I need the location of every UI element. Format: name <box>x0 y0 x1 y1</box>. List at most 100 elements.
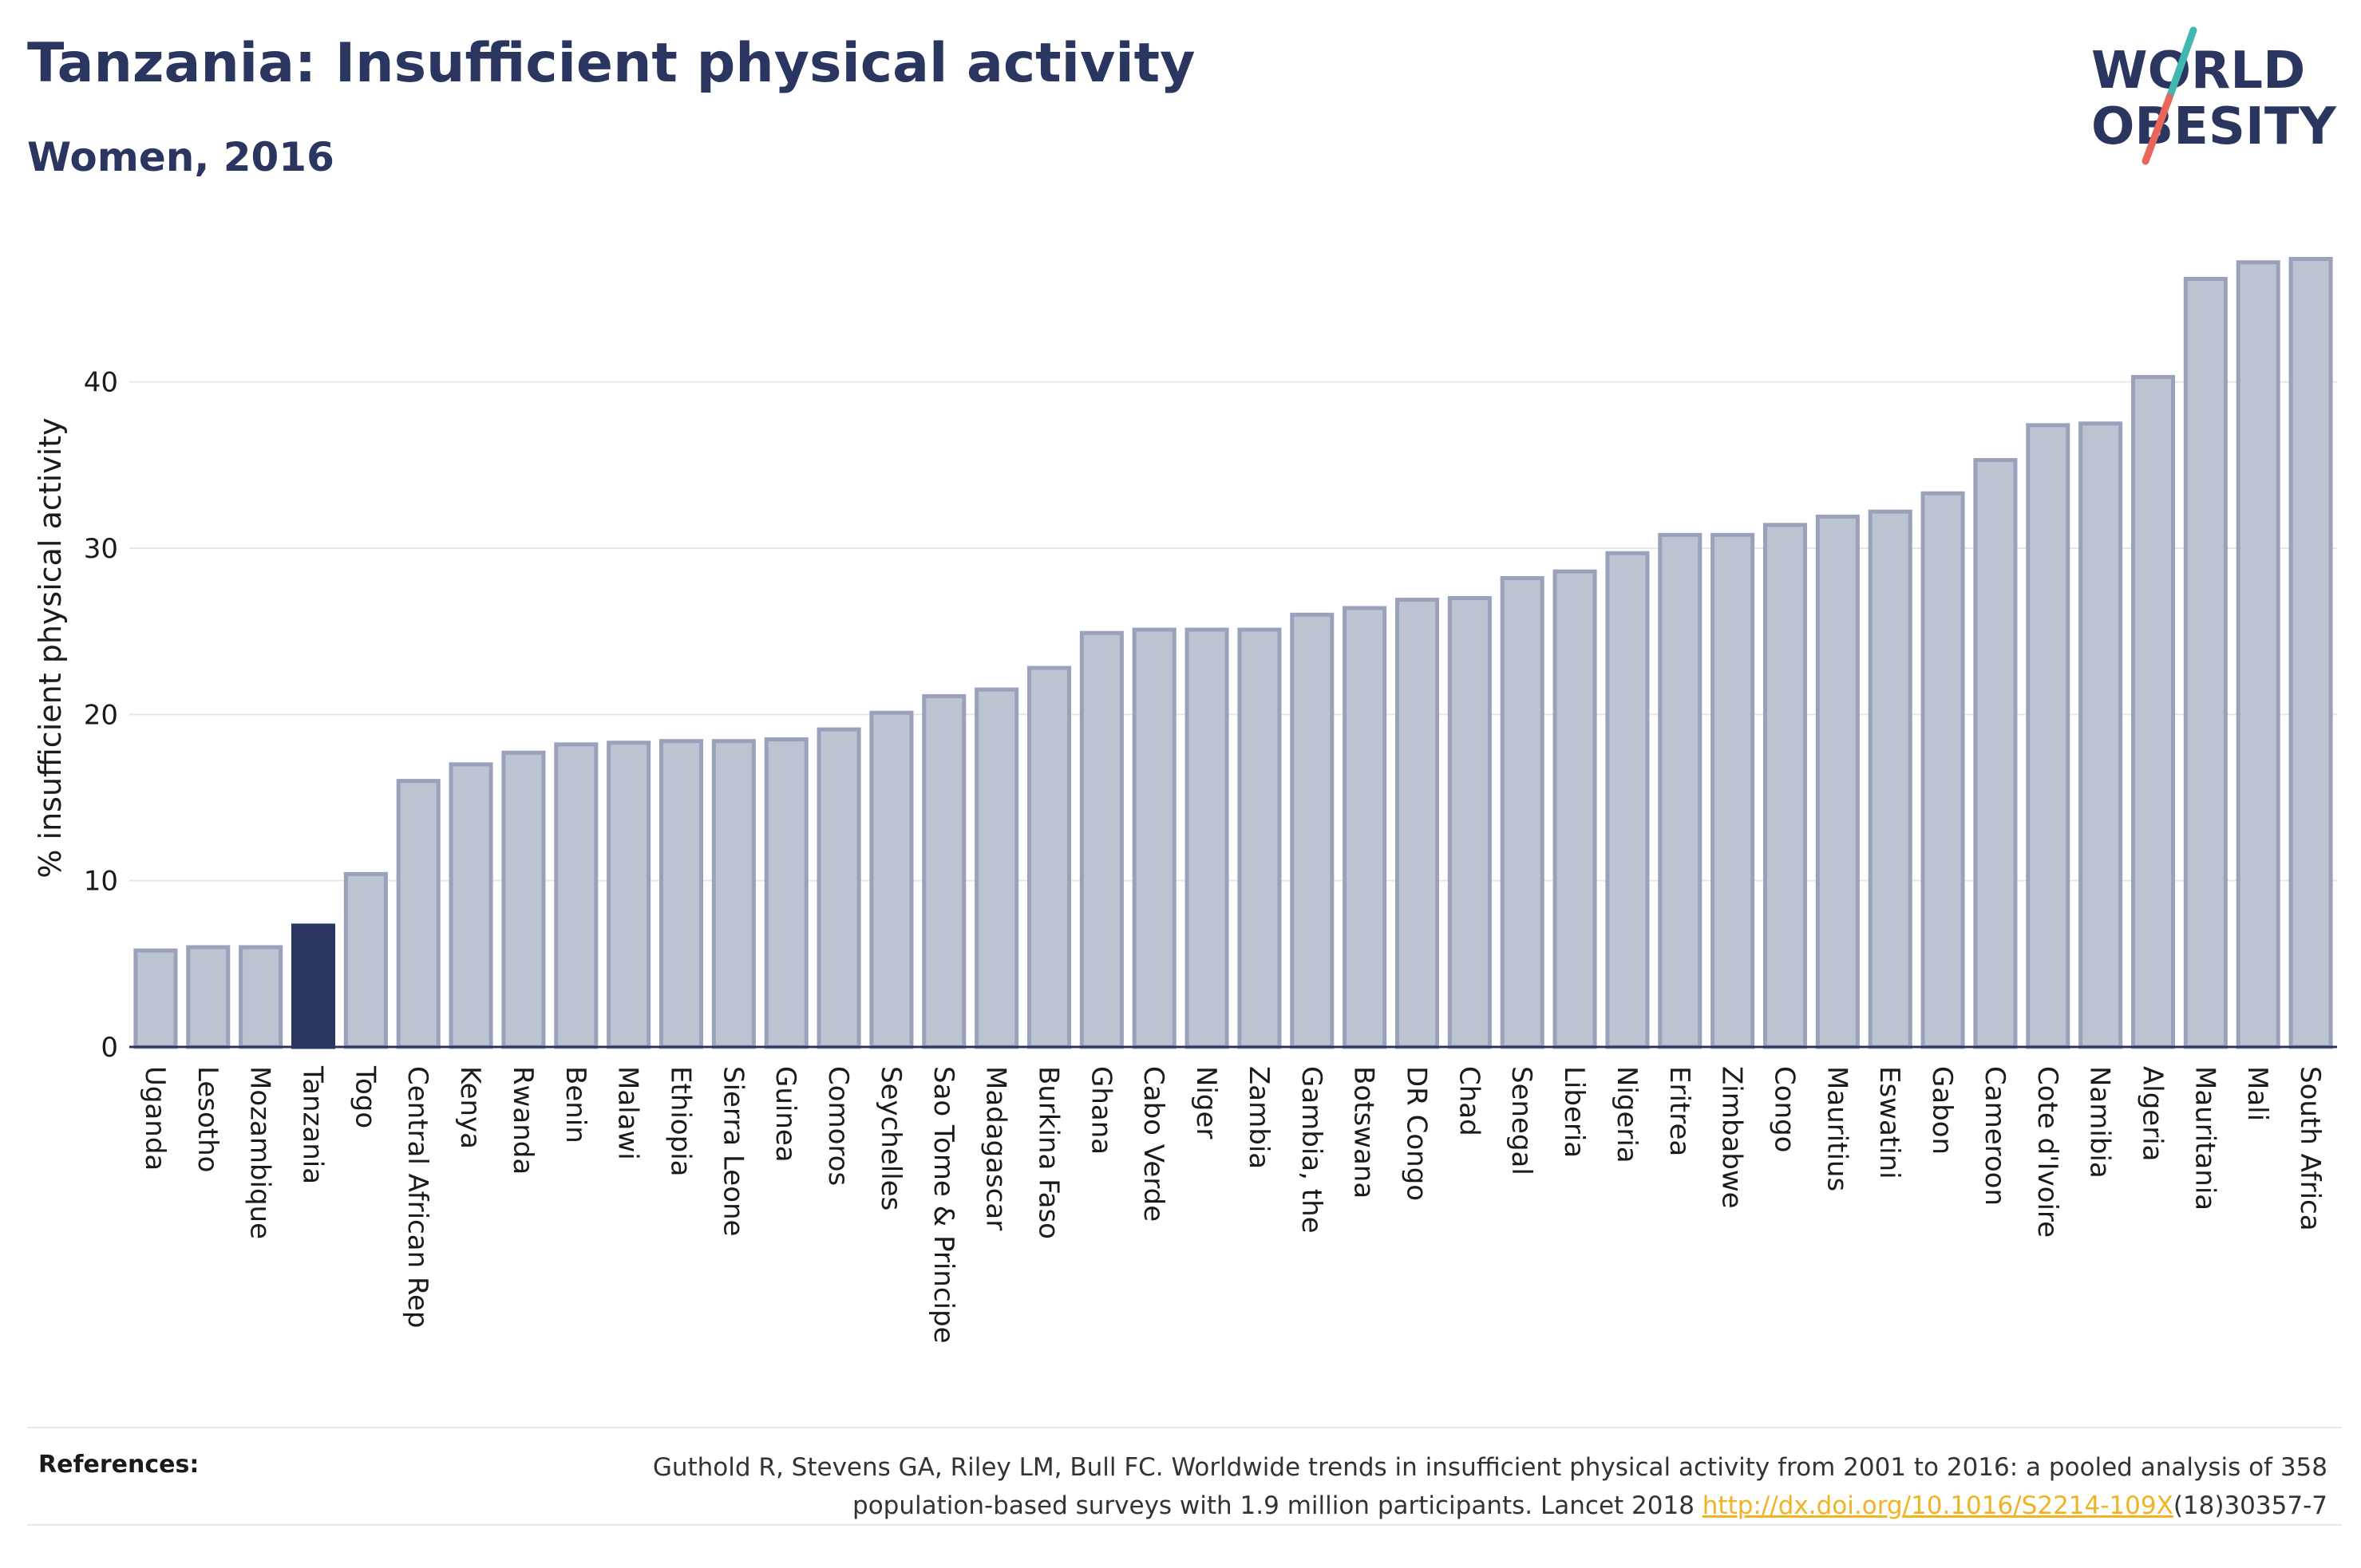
bar-togo <box>343 871 388 1049</box>
bar-chart: 0 10 20 30 40 Uganda Lesotho Mozambique Tanzani… <box>33 257 2337 1344</box>
x-tick-label: Chad <box>1453 1066 1485 1136</box>
x-tick-label: Uganda <box>139 1066 171 1171</box>
bar-senegal <box>1500 576 1544 1049</box>
reference-line-2-prefix: population-based surveys with 1.9 millio… <box>852 1491 1703 1520</box>
bar-congo <box>1762 523 1808 1049</box>
x-tick-label: Benin <box>560 1066 591 1143</box>
x-tick-label: Sao Tome & Principe <box>927 1066 959 1344</box>
world-obesity-logo: WORLD OBESITY <box>2091 26 2336 165</box>
bar-zimbabwe <box>1710 532 1755 1049</box>
bar-eritrea <box>1658 532 1703 1049</box>
x-tick-label: Malawi <box>612 1066 644 1160</box>
y-tick-label: 0 <box>101 1032 118 1064</box>
y-tick-label: 40 <box>84 367 118 399</box>
bar-tanzania <box>291 923 336 1049</box>
bar-sierra-leone <box>711 739 756 1049</box>
bar-cabo-verde <box>1132 627 1177 1049</box>
bar-comoros <box>817 727 861 1049</box>
logo-slash-teal <box>2165 26 2197 101</box>
top-divider <box>27 1427 2342 1428</box>
x-tick-label: DR Congo <box>1401 1066 1433 1201</box>
x-tick-label: Eritrea <box>1663 1066 1695 1156</box>
x-tick-label: Guinea <box>769 1066 801 1163</box>
bar-mozambique <box>239 945 283 1049</box>
bars <box>133 257 2333 1049</box>
x-tick-label: Gabon <box>1926 1066 1958 1155</box>
x-tick-label: Sierra Leone <box>717 1066 749 1236</box>
chart-title: Tanzania: Insufficient physical activity <box>27 32 1196 95</box>
x-tick-label: Niger <box>1190 1066 1222 1139</box>
x-tick-label: Ethiopia <box>665 1066 697 1176</box>
x-tick-label: Comoros <box>822 1066 854 1186</box>
bar-chad <box>1447 596 1492 1049</box>
x-tick-label: Congo <box>1769 1066 1801 1152</box>
x-tick-label: Cabo Verde <box>1137 1066 1169 1222</box>
x-tick-label: Zambia <box>1243 1066 1275 1169</box>
x-tick-label: Zimbabwe <box>1716 1066 1748 1209</box>
bar-madagascar <box>975 687 1019 1049</box>
bar-mauritius <box>1815 514 1860 1049</box>
bar-ethiopia <box>658 739 704 1049</box>
bar-mali <box>2236 260 2280 1049</box>
y-tick-label: 20 <box>84 699 118 731</box>
bar-guinea <box>764 737 809 1049</box>
x-tick-label: Tanzania <box>297 1065 329 1184</box>
bar-niger <box>1184 627 1229 1049</box>
x-tick-label: Mozambique <box>244 1066 276 1239</box>
chart-subtitle: Women, 2016 <box>27 134 334 180</box>
bar-malawi <box>607 741 651 1049</box>
bar-eswatini <box>1868 509 1912 1049</box>
x-tick-label: Lesotho <box>192 1066 223 1172</box>
bar-sao-tome-principe <box>922 693 967 1049</box>
bar-liberia <box>1552 569 1597 1049</box>
bar-south-africa <box>2288 257 2333 1049</box>
x-tick-labels: Uganda Lesotho Mozambique Tanzania Togo Centr… <box>139 1065 2326 1344</box>
bar-rwanda <box>501 750 546 1049</box>
x-tick-label: Kenya <box>454 1066 486 1149</box>
bar-algeria <box>2130 374 2176 1049</box>
bar-lesotho <box>186 945 231 1049</box>
bar-gambia-the <box>1290 612 1335 1049</box>
bar-kenya <box>449 762 493 1049</box>
x-tick-label: Cameroon <box>1979 1066 2011 1206</box>
x-tick-label: Ghana <box>1085 1066 1117 1155</box>
x-tick-label: Mauritania <box>2189 1066 2221 1211</box>
bar-cameroon <box>1973 458 2018 1049</box>
bar-seychelles <box>869 710 914 1049</box>
bar-zambia <box>1237 627 1282 1049</box>
x-tick-label: Liberia <box>1558 1066 1590 1158</box>
x-tick-label: Central African Rep <box>401 1066 433 1329</box>
x-tick-label: Rwanda <box>507 1066 539 1175</box>
y-axis-label: % insufficient physical activity <box>33 417 68 878</box>
x-tick-label: Gambia, the <box>1295 1066 1327 1234</box>
logo-word-world: WORLD <box>2091 41 2305 101</box>
reference-line-2-suffix: (18)30357-7 <box>2173 1491 2327 1520</box>
bar-central-african-rep <box>396 779 441 1049</box>
y-tick-labels: 0 10 20 30 40 <box>84 367 118 1064</box>
bar-botswana <box>1343 606 1387 1049</box>
y-tick-label: 10 <box>84 866 118 898</box>
x-tick-label: South Africa <box>2294 1066 2326 1231</box>
bar-ghana <box>1079 630 1124 1049</box>
x-tick-label: Algeria <box>2137 1066 2169 1161</box>
references-text: Guthold R, Stevens GA, Riley LM, Bull FC… <box>492 1448 2327 1525</box>
logo-word-obesity: OBESITY <box>2091 97 2336 156</box>
logo-slash-red <box>2142 93 2173 165</box>
x-tick-label: Mali <box>2241 1066 2273 1121</box>
x-tick-label: Eswatini <box>1873 1066 1905 1179</box>
grid-lines <box>129 381 2337 882</box>
references-label: References: <box>38 1451 200 1479</box>
x-tick-label: Nigeria <box>1611 1066 1643 1163</box>
x-tick-label: Togo <box>349 1065 381 1128</box>
x-tick-label: Mauritius <box>1821 1066 1853 1191</box>
reference-doi-link[interactable]: http://dx.doi.org/10.1016/S2214-109X <box>1702 1491 2173 1520</box>
x-tick-label: Botswana <box>1348 1066 1380 1199</box>
x-tick-label: Senegal <box>1505 1066 1537 1175</box>
bar-burkina-faso <box>1026 666 1072 1049</box>
bar-namibia <box>2078 421 2123 1049</box>
x-tick-label: Burkina Faso <box>1033 1066 1065 1239</box>
bar-dr-congo <box>1394 598 1440 1049</box>
bar-cote-d-ivoire <box>2026 423 2070 1049</box>
bottom-divider <box>27 1524 2342 1526</box>
bar-uganda <box>133 948 178 1049</box>
